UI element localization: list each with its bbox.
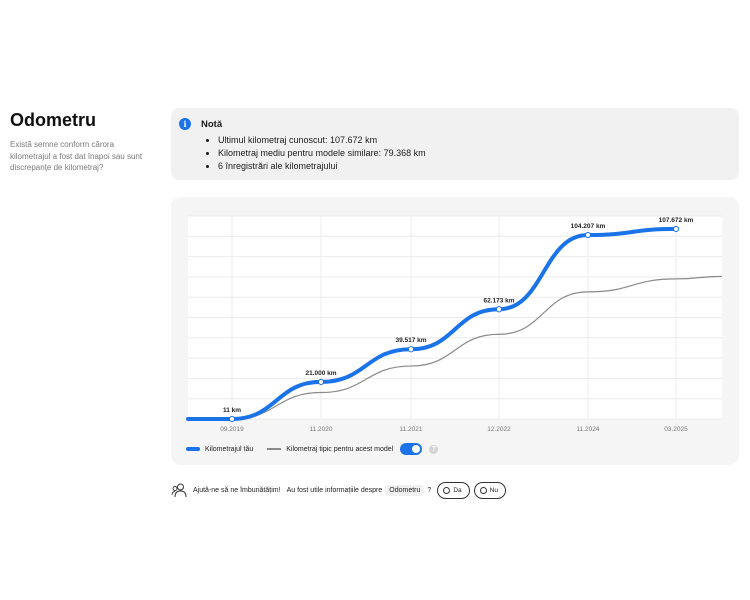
page-subtitle: Există semne conform cărora kilometrajul… — [10, 140, 143, 172]
note-item-records-count: 6 înregistrări ale kilometrajului — [218, 160, 426, 173]
data-point — [584, 231, 592, 239]
legend-label-typical-mileage: Kilometraj tipic pentru acest model — [286, 445, 394, 453]
note-item-average-mileage: Kilometraj mediu pentru modele similare:… — [218, 147, 426, 160]
chart-legend: Kilometrajul tău Kilometraj tipic pentru… — [186, 442, 439, 456]
feedback-people-icon — [171, 483, 187, 498]
frown-icon — [479, 486, 487, 494]
note-list: Ultimul kilometraj cunoscut: 107.672 km … — [208, 134, 426, 173]
x-tick-label: 11.2024 — [576, 426, 599, 433]
data-point — [228, 415, 236, 423]
left-column: Odometru Există semne conform cărora kil… — [10, 110, 155, 174]
feedback-topic: Odometru — [385, 484, 425, 496]
feedback-no-label: Nu — [489, 486, 498, 494]
feedback-question: Au fost utile informațiile despre — [286, 486, 383, 494]
data-label: 107.672 km — [659, 217, 694, 224]
note-box: i Notă Ultimul kilometraj cunoscut: 107.… — [171, 108, 739, 180]
feedback-question-mark: ? — [427, 486, 432, 494]
x-tick-label: 12.2022 — [487, 426, 511, 433]
smile-icon — [443, 486, 451, 494]
note-title: Notă — [201, 119, 223, 130]
question-icon[interactable]: ? — [429, 444, 439, 454]
data-label: 11 km — [223, 407, 241, 414]
legend-swatch-typical-mileage — [267, 448, 282, 450]
feedback-yes-label: Da — [453, 486, 462, 494]
info-icon: i — [179, 118, 191, 130]
feedback-yes-button[interactable]: Da — [437, 481, 470, 499]
feedback-no-button[interactable]: Nu — [473, 481, 506, 499]
chart-card: 09.2019 11.2020 11.2021 12.2022 11.2024 03.20… — [171, 197, 739, 465]
feedback-prompt: Ajută-ne să ne îmbunătățim! — [193, 486, 281, 494]
legend-swatch-your-mileage — [186, 447, 200, 451]
data-point — [495, 306, 503, 313]
series-line-typical-mileage — [231, 275, 723, 420]
legend-label-your-mileage: Kilometrajul tău — [205, 445, 254, 453]
data-point — [317, 378, 325, 386]
note-item-last-mileage: Ultimul kilometraj cunoscut: 107.672 km — [218, 134, 426, 147]
x-tick-label: 09.2019 — [220, 426, 244, 433]
toggle-knob — [412, 445, 421, 453]
x-tick-label: 11.2020 — [309, 426, 332, 433]
page-title: Odometru — [10, 110, 97, 130]
data-label: 104.207 km — [571, 223, 606, 230]
data-point — [672, 225, 680, 233]
data-label: 39.517 km — [395, 337, 426, 344]
data-point — [407, 346, 415, 353]
data-label: 21.000 km — [305, 370, 336, 377]
x-tick-label: 11.2021 — [399, 426, 422, 433]
data-label: 62.173 km — [483, 297, 514, 304]
x-tick-label: 03.2025 — [664, 426, 688, 433]
feedback-bar: Ajută-ne să ne îmbunătățim! Au fost util… — [171, 480, 506, 500]
mileage-chart: 09.2019 11.2020 11.2021 12.2022 11.2024 03.20… — [186, 215, 723, 433]
typical-mileage-toggle[interactable] — [400, 443, 423, 455]
